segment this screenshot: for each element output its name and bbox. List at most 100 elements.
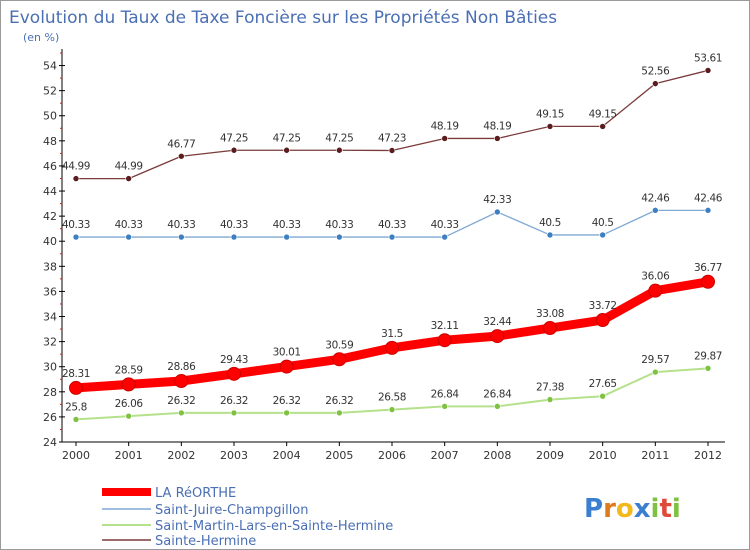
y-tick-label: 24 — [43, 436, 57, 449]
data-label: 40.33 — [378, 219, 406, 231]
data-label: 26.06 — [115, 398, 144, 410]
data-point — [490, 329, 505, 344]
data-point — [174, 374, 189, 389]
y-tick-label: 26 — [43, 411, 57, 424]
data-label: 47.25 — [273, 132, 301, 144]
y-tick-label: 28 — [43, 386, 57, 399]
data-label: 26.32 — [220, 395, 248, 407]
data-point — [332, 352, 347, 367]
data-label: 52.56 — [641, 66, 670, 78]
data-label: 40.5 — [592, 217, 614, 229]
data-point — [125, 412, 132, 420]
data-label: 28.86 — [167, 361, 196, 373]
data-label: 36.06 — [641, 271, 670, 283]
data-point — [701, 274, 715, 289]
data-point — [546, 123, 554, 130]
data-point — [441, 233, 448, 241]
y-tick-label: 32 — [43, 336, 57, 349]
data-point — [494, 135, 501, 142]
data-point — [704, 207, 712, 214]
x-tick-label: 2001 — [115, 449, 143, 462]
data-point — [441, 403, 448, 410]
data-label: 27.38 — [536, 382, 564, 394]
proxiti-logo: Proxiti — [584, 494, 681, 524]
data-point — [72, 416, 80, 423]
x-tick-label: 2000 — [62, 449, 90, 462]
data-point — [599, 123, 606, 130]
x-tick-label: 2011 — [641, 449, 669, 462]
x-tick-label: 2005 — [325, 449, 353, 462]
y-tick-label: 30 — [43, 361, 57, 374]
logo-letter: x — [634, 494, 651, 524]
data-label: 46.77 — [167, 138, 195, 150]
series-3: 44.99 44.99 46.77 47.25 47.25 47.25 47.23 48.19… — [62, 52, 722, 182]
data-label: 53.61 — [694, 52, 722, 64]
data-point — [283, 233, 290, 241]
data-label: 26.84 — [431, 388, 460, 400]
data-label: 40.33 — [431, 219, 459, 231]
y-tick-label: 46 — [43, 160, 57, 173]
data-point — [652, 80, 659, 87]
data-point — [388, 406, 396, 413]
data-label: 49.15 — [589, 108, 617, 120]
x-tick-label: 2012 — [694, 449, 722, 462]
data-label: 49.15 — [536, 108, 564, 120]
legend-label: Sainte-Hermine — [155, 534, 256, 549]
series-2: 25.8 26.06 26.32 26.32 26.32 26.32 26.58 26.84 2… — [65, 350, 722, 423]
data-label: 48.19 — [431, 120, 459, 132]
data-point — [178, 409, 185, 417]
data-label: 40.33 — [325, 219, 353, 231]
y-tick-label: 50 — [43, 110, 57, 123]
data-point — [388, 233, 396, 241]
data-label: 40.33 — [220, 219, 248, 231]
data-label: 40.5 — [539, 217, 561, 229]
data-point — [599, 231, 606, 239]
data-label: 33.08 — [536, 308, 564, 320]
axes: 24 26 28 30 32 34 36 38 40 42 44 46 48 50 52 54 2000 2001… — [43, 49, 725, 462]
data-label: 29.43 — [220, 354, 248, 366]
data-label: 29.87 — [694, 350, 722, 362]
data-label: 42.33 — [483, 194, 511, 206]
x-tick-label: 2010 — [589, 449, 617, 462]
data-point — [385, 340, 399, 355]
data-label: 26.58 — [378, 392, 406, 404]
x-tick-label: 2003 — [220, 449, 248, 462]
data-point — [494, 208, 501, 216]
x-tick-label: 2002 — [167, 449, 195, 462]
data-point — [283, 409, 290, 417]
data-label: 27.65 — [589, 378, 617, 390]
data-label: 26.32 — [167, 395, 195, 407]
data-label: 44.99 — [115, 161, 143, 173]
data-label: 28.31 — [62, 368, 90, 380]
data-point — [125, 175, 132, 182]
data-label: 44.99 — [62, 161, 90, 173]
data-point — [69, 380, 83, 395]
data-point — [648, 283, 663, 298]
data-point — [72, 175, 80, 182]
data-label: 47.25 — [325, 132, 353, 144]
data-point — [230, 409, 238, 417]
data-point — [125, 233, 132, 241]
data-point — [543, 321, 557, 336]
data-point — [494, 403, 501, 410]
data-label: 30.59 — [325, 339, 353, 351]
data-point — [599, 392, 606, 400]
data-point — [441, 135, 448, 142]
data-label: 40.33 — [115, 219, 143, 231]
data-point — [230, 146, 238, 154]
data-point — [652, 207, 659, 214]
data-label: 28.59 — [115, 364, 143, 376]
y-tick-label: 38 — [43, 260, 57, 273]
y-axis-unit-label: (en %) — [23, 31, 59, 44]
y-tick-label: 48 — [43, 135, 57, 148]
x-tick-label: 2008 — [483, 449, 511, 462]
logo-letter: P — [584, 494, 603, 524]
y-tick-label: 42 — [43, 210, 57, 223]
data-label: 33.72 — [589, 300, 617, 312]
data-point — [546, 396, 554, 403]
data-label: 42.46 — [694, 192, 723, 204]
y-tick-label: 54 — [43, 60, 57, 73]
data-point — [230, 233, 238, 241]
data-point — [283, 146, 290, 154]
